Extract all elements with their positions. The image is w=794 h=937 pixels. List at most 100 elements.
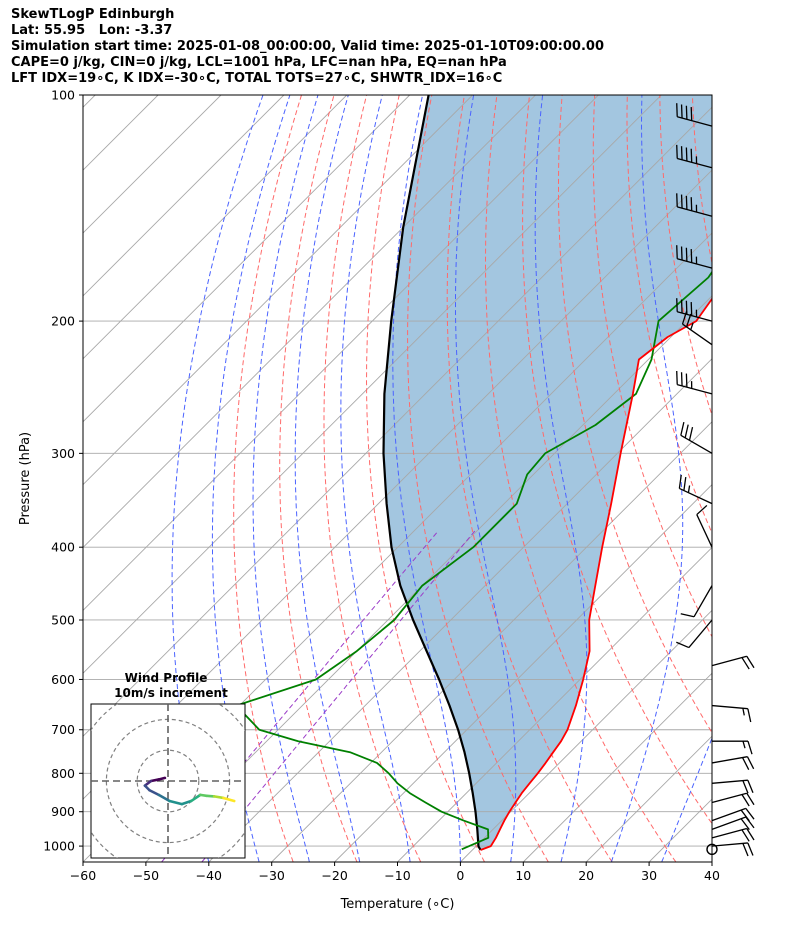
hodograph-trace-segment [168,799,184,806]
wind-barb [678,474,713,505]
wind-barb [676,245,713,269]
hodograph-trace-segment [222,796,236,803]
isotherm-line [83,95,222,234]
hodograph-trace-segment [149,778,161,783]
moist-adiabat [340,95,411,862]
y-tick-label: 900 [51,804,75,819]
isotherm-line [460,609,712,862]
x-tick-label: −50 [133,868,159,883]
dry-adiabat [790,95,794,862]
chart-header: SkewTLogP Edinburgh Lat: 55.95 Lon: -3.3… [11,7,791,87]
wind-barb [711,655,755,670]
moist-adiabat [252,95,319,862]
wind-barb [680,585,713,618]
hodograph-ring [136,749,200,813]
parcel-path-line [382,95,482,851]
dry-adiabat [522,95,712,825]
isotherm-line [711,861,712,862]
wind-barb [676,619,713,649]
moist-adiabat [610,95,684,862]
y-tick-label: 200 [51,314,75,329]
mixing-ratio-line [161,530,439,862]
hodograph-trace-segment [157,793,171,803]
stability-indices-line: LFT IDX=19∘C, K IDX=-30∘C, TOTAL TOTS=27… [11,71,503,86]
x-tick-label: −60 [70,868,96,883]
wind-barb [676,103,713,127]
isotherm-line [83,95,599,612]
hodograph-trace-segment [212,795,225,800]
wind-barb [711,807,755,822]
y-axis-label: Pressure (hPa) [18,432,33,525]
wind-barbs [676,103,755,857]
moist-adiabat [211,95,291,862]
dry-adiabat [758,95,794,862]
x-tick-label: −30 [259,868,285,883]
location-line: Lat: 55.95 Lon: -3.37 [11,23,173,38]
isotherm-line [522,672,712,862]
y-tick-label: 400 [51,540,75,555]
y-tick-label: 800 [51,766,75,781]
cape-cin-shading [383,95,712,850]
wind-barb [676,370,713,395]
x-tick-label: 40 [704,868,720,883]
dry-adiabat [279,95,358,862]
dry-adiabat [485,95,677,862]
hodograph-subtitle: 10m/s increment [114,686,228,700]
isotherm-line [83,95,662,674]
hodograph-trace-segment [148,788,161,797]
isotherm-line [83,106,712,737]
x-tick-label: 10 [515,868,531,883]
isotherm-line [271,421,712,862]
isotherm-line [334,483,712,862]
chart-title: SkewTLogP Edinburgh [11,7,175,22]
dry-adiabat [233,95,302,862]
wind-barb [711,842,754,857]
x-tick-label: 0 [456,868,464,883]
wind-barb [676,193,713,217]
dry-adiabat [725,95,794,862]
hodograph-plot [91,704,245,858]
wind-barb [711,827,755,842]
wind-barb [712,740,753,755]
y-tick-label: 700 [51,722,75,737]
moist-adiabat [711,860,712,862]
dewpoint-line [235,270,712,851]
dry-adiabat [446,95,613,862]
isotherm-line [397,546,712,862]
y-tick-label: 1000 [43,839,75,854]
hodograph-trace-segment [180,799,193,806]
isotherm-line [208,358,712,862]
isotherm-line [83,95,536,549]
isotherm-line [83,95,348,360]
dry-adiabat [365,95,485,862]
axes: −60 −50 −40 −30 −20 −10 0 10 20 30 40 1000 900 800 700… [18,88,720,913]
isotherm-line [83,95,285,297]
wind-barb [681,310,713,346]
wind-barb [696,504,713,548]
hodograph-trace-segment [189,793,202,803]
wind-barb [711,756,755,770]
moist-adiabat [661,736,712,862]
wind-barb [676,298,713,322]
plot-area [83,95,794,862]
wind-barb [680,421,713,454]
isotherm-line [83,95,473,486]
y-tick-label: 600 [51,672,75,687]
dry-adiabat [407,95,549,862]
y-tick-label: 500 [51,612,75,627]
x-tick-label: 30 [641,868,657,883]
moist-adiabat [294,95,361,862]
time-line: Simulation start time: 2025-01-08_00:00:… [11,39,604,54]
y-tick-label: 300 [51,446,75,461]
x-tick-label: −40 [196,868,222,883]
hodograph-title: Wind Profile [125,671,208,685]
wind-barb [711,779,754,794]
temperature-line [480,297,712,851]
x-tick-label: −20 [321,868,347,883]
x-axis-label: Temperature (∘C) [340,897,455,912]
x-tick-label: −10 [384,868,410,883]
isotherm-line [83,95,411,423]
dry-adiabat [323,95,422,862]
